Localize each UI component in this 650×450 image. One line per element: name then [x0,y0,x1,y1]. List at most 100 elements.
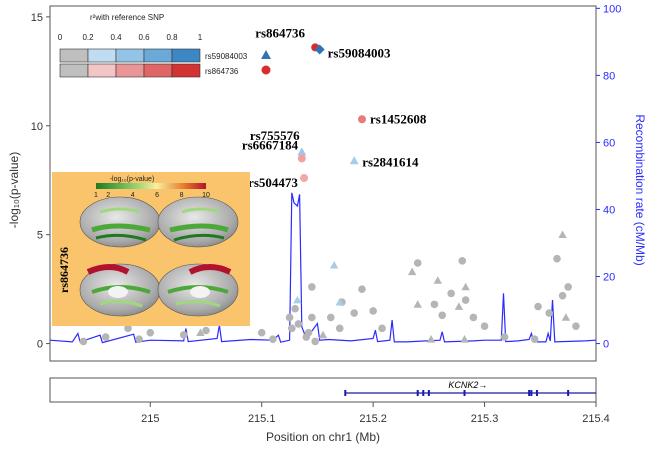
snp-labels: rs864736 rs59084003 rs1452608 rs755576rs666… [242,25,427,190]
snp-point-circle [500,333,509,341]
inset-scale-ticks: 1 2 4 6 8 10 [94,192,210,199]
snp-point-circle [530,335,539,344]
snp-point-circle [269,335,277,344]
inset-scale-tick: 8 [180,192,184,199]
gene-exon [463,390,466,396]
snp-point-circle [311,337,320,346]
snp-point-circle [545,309,553,317]
snp-point-circle [294,320,303,328]
x-tick-label: 215 [141,413,159,425]
snp-point-circle [438,311,447,320]
snp-point-triangle-lightblue [329,260,339,269]
x-tick-label: 215.1 [248,413,276,425]
legend-title: r²with reference SNP [90,13,164,22]
snp-point-triangle [407,267,417,276]
legend-row-label: rs59084003 [205,52,248,61]
gene-exon [427,390,430,396]
highlight-point-rs504473 [300,174,309,183]
snp-point-circle [308,313,316,322]
snp-point-circle [553,254,561,263]
snp-point-circle [358,285,366,293]
right-tick-label: 0 [603,339,609,351]
gene-exon [530,390,533,396]
plot-frame [49,5,597,362]
left-axis: 0 5 10 15 [31,12,50,351]
snp-point-circle [179,331,188,339]
legend-rows: rs59084003 rs864736 [59,48,271,78]
legend-swatch [87,48,117,63]
snp-label-rs504473: rs504473 [248,175,298,190]
snp-point-triangle-lightblue [335,297,344,306]
inset-scale-tick: 10 [202,192,210,199]
legend-scale-tick: 0.8 [166,33,178,42]
snp-point-circle [480,322,489,330]
gene-exon [567,390,570,396]
snp-point-circle [308,283,316,291]
snp-point-circle [430,300,439,309]
snp-point-circle [291,304,299,313]
x-tick-label: 215.2 [359,413,387,425]
legend-swatch [171,63,201,78]
snp-point-circle [369,307,377,315]
snp-point-circle [124,324,132,333]
snp-point-circle [378,324,386,333]
snp-point-circle [564,283,572,291]
snp-point-circle [534,302,542,311]
snp-point-circle [304,328,313,337]
legend-row-label: rs864736 [205,67,239,76]
snp-point-circle [335,324,344,333]
legend-scale: 0 0.2 0.4 0.6 0.8 1 [58,33,203,42]
inset-scale-tick: 2 [106,192,110,199]
snp-point-triangle [318,330,328,339]
legend-scale-tick: 0 [58,33,63,42]
recombination-rate-line [49,192,597,344]
snp-points [79,230,580,346]
snp-point-triangle [558,230,567,239]
highlight-point-rs59084003 [314,44,325,55]
snp-point-circle [135,335,143,344]
snp-label-rs2841614: rs2841614 [362,155,419,170]
inset-color-scale [96,183,206,189]
legend-circle-marker [261,65,271,75]
inset-scale-tick: 6 [155,192,159,199]
snp-point-circle [458,257,467,265]
legend-swatch [87,63,117,78]
legend-swatch [171,48,201,63]
snp-point-circle [327,313,335,322]
snp-label-rs6667184: rs6667184 [242,137,299,152]
legend-swatch [115,48,145,63]
brain-medial-right [157,263,239,317]
snp-label-rs864736: rs864736 [255,25,305,40]
right-tick-label: 100 [603,3,621,15]
inset-scale-title: -log₁₀(p-value) [110,176,155,183]
legend-swatch [115,63,145,78]
snp-point-circle [350,309,359,317]
left-tick-label: 5 [37,230,43,242]
right-axis: 0 20 40 60 80 100 [596,3,621,351]
legend-scale-tick: 0.4 [110,33,122,42]
snp-point-triangle [413,300,422,308]
right-tick-label: 80 [603,70,615,82]
snp-point-circle [146,328,155,337]
snp-point-triangle-lightblue [293,295,302,304]
brain-lateral-right [157,196,239,248]
left-tick-label: 0 [37,339,43,351]
snp-point-circle [572,322,580,330]
brain-lateral-left [79,196,161,248]
snp-point-triangle [196,328,205,337]
gene-exon [344,390,347,396]
left-axis-title: -log₁₀(p-value) [7,152,21,228]
snp-point-circle [202,326,210,335]
snp-point-circle [461,296,470,304]
x-axis: 215 215.1 215.2 215.3 215.4 [141,402,610,425]
snp-point-circle [257,328,266,337]
brain-medial-left [79,263,161,317]
highlight-point-rs6667184 [297,154,306,163]
snp-point-triangle [433,276,442,284]
legend-scale-tick: 0.6 [138,33,150,42]
legend-swatch [143,48,173,63]
left-tick-label: 15 [31,12,43,24]
right-tick-label: 40 [603,204,615,216]
highlighted-snps [297,43,366,183]
